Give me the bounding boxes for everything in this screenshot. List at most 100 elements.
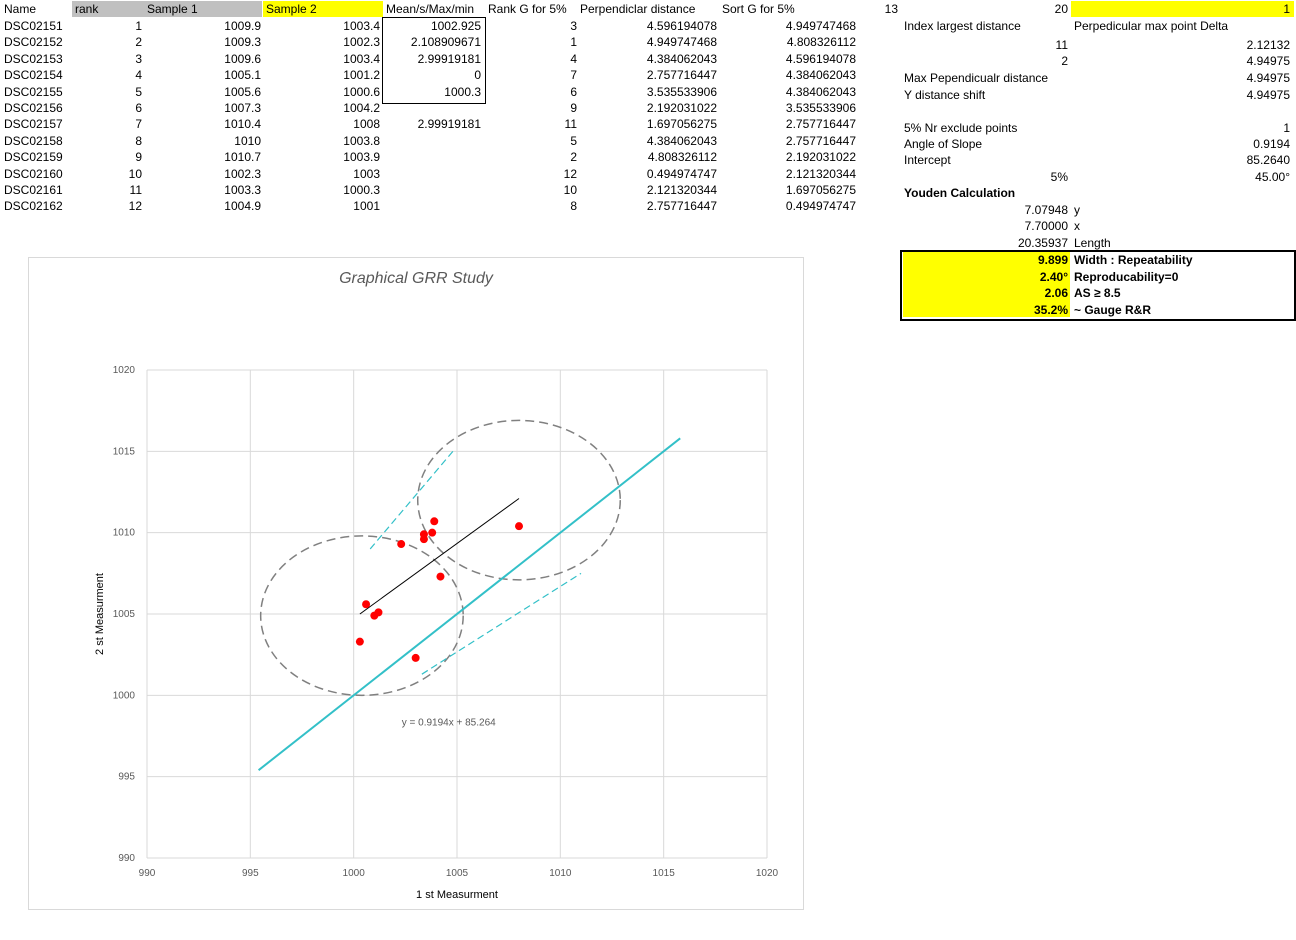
- cell-s2[interactable]: 1003.8: [343, 133, 380, 148]
- cell-mean[interactable]: 0: [474, 68, 481, 83]
- cell-rankg[interactable]: 5: [570, 133, 577, 148]
- grr-chart[interactable]: Graphical GRR Study 990 995 1000 1005 1010 10…: [28, 257, 804, 910]
- cell-rank[interactable]: 3: [135, 51, 142, 66]
- cell-s1[interactable]: 1003.3: [224, 183, 261, 197]
- cell-name[interactable]: DSC02153: [4, 51, 63, 66]
- cell-mean[interactable]: 1002.925: [430, 19, 481, 33]
- cell-name[interactable]: DSC02161: [4, 183, 63, 197]
- cell-s1[interactable]: 1005.6: [224, 84, 261, 99]
- youden-length-label[interactable]: Length: [1074, 236, 1111, 250]
- header-sample1[interactable]: Sample 1: [147, 2, 198, 16]
- cell-mean[interactable]: 1000.3: [444, 84, 481, 99]
- intercept-label[interactable]: Intercept: [904, 153, 951, 167]
- cell-s1[interactable]: 1009.3: [224, 35, 261, 50]
- summary-label[interactable]: Reproducability=0: [1074, 269, 1179, 284]
- cell-s2[interactable]: 1001.2: [343, 68, 380, 83]
- cell-sortg[interactable]: 2.121320344: [785, 166, 856, 181]
- cell-perp[interactable]: 2.192031022: [646, 101, 717, 115]
- cell-perp[interactable]: 4.808326112: [647, 150, 717, 165]
- youden-y-label[interactable]: y: [1074, 203, 1080, 217]
- max-perp-label[interactable]: Max Pependicualr distance: [904, 71, 1049, 85]
- angle-value[interactable]: 0.9194: [1253, 137, 1290, 151]
- cell-perp[interactable]: 1.697056275: [646, 117, 717, 132]
- cell-s2[interactable]: 1000.3: [343, 183, 380, 197]
- perp-value-2[interactable]: 4.94975: [1246, 54, 1290, 68]
- max-perp-value[interactable]: 4.94975: [1246, 71, 1290, 85]
- cell-rank[interactable]: 7: [135, 117, 142, 132]
- summary-value[interactable]: 2.06: [1044, 286, 1068, 300]
- cell-sortg[interactable]: 1.697056275: [785, 183, 856, 197]
- cell-rankg[interactable]: 9: [570, 101, 577, 115]
- header-sample2[interactable]: Sample 2: [266, 2, 317, 16]
- cell-s2[interactable]: 1004.2: [343, 101, 380, 115]
- youden-length-value[interactable]: 20.35937: [1017, 236, 1068, 250]
- pct5-value[interactable]: 5%: [1050, 170, 1068, 184]
- cell-sortg[interactable]: 0.494974747: [785, 199, 856, 214]
- cell-sortg[interactable]: 4.384062043: [785, 84, 856, 99]
- youden-x-label[interactable]: x: [1074, 219, 1080, 233]
- cell-s2[interactable]: 1002.3: [343, 35, 380, 50]
- cell-rank[interactable]: 9: [135, 150, 142, 165]
- cell-name[interactable]: DSC02155: [4, 84, 63, 99]
- cell-sortg[interactable]: 2.192031022: [785, 150, 856, 165]
- cell-rankg[interactable]: 3: [570, 19, 577, 33]
- exclude-value[interactable]: 1: [1283, 121, 1290, 135]
- header-perp[interactable]: Perpendiclar distance: [580, 2, 696, 16]
- cell-rank[interactable]: 4: [135, 68, 142, 83]
- exclude-label[interactable]: 5% Nr exclude points: [904, 121, 1018, 135]
- cell-mean[interactable]: 2.99919181: [417, 117, 481, 132]
- cell-rankg[interactable]: 2: [570, 150, 577, 165]
- cell-sortg[interactable]: 2.757716447: [785, 133, 856, 148]
- cell-name[interactable]: DSC02162: [4, 199, 63, 214]
- index-2[interactable]: 2: [1061, 54, 1068, 68]
- cell-s1[interactable]: 1010: [234, 133, 261, 148]
- cell-sortg[interactable]: 4.808326112: [786, 35, 856, 50]
- cell-mean[interactable]: 2.108909671: [410, 35, 481, 50]
- header-13[interactable]: 13: [884, 2, 898, 16]
- youden-heading[interactable]: Youden Calculation: [904, 186, 1016, 200]
- cell-rankg[interactable]: 10: [563, 183, 577, 197]
- cell-sortg[interactable]: 4.596194078: [785, 51, 856, 66]
- cell-perp[interactable]: 2.121320344: [646, 183, 717, 197]
- header-rank[interactable]: rank: [75, 2, 99, 16]
- index-largest-label[interactable]: Index largest distance: [904, 19, 1021, 33]
- cell-rank[interactable]: 11: [129, 183, 142, 197]
- cell-name[interactable]: DSC02151: [4, 19, 63, 33]
- y-shift-value[interactable]: 4.94975: [1246, 88, 1290, 102]
- cell-rank[interactable]: 8: [135, 133, 142, 148]
- cell-name[interactable]: DSC02159: [4, 150, 63, 165]
- cell-name[interactable]: DSC02152: [4, 35, 63, 50]
- youden-x-value[interactable]: 7.70000: [1024, 219, 1068, 233]
- cell-sortg[interactable]: 2.757716447: [785, 117, 856, 132]
- summary-value[interactable]: 9.899: [1037, 253, 1068, 267]
- header-sortg[interactable]: Sort G for 5%: [722, 2, 795, 16]
- cell-perp[interactable]: 2.757716447: [646, 199, 717, 214]
- perp-max-label[interactable]: Perpedicular max point Delta: [1074, 19, 1229, 33]
- cell-rankg[interactable]: 1: [570, 35, 577, 50]
- summary-value[interactable]: 2.40°: [1039, 269, 1068, 284]
- header-rankg[interactable]: Rank G for 5%: [488, 2, 567, 16]
- cell-s2[interactable]: 1003.4: [343, 19, 380, 33]
- header-name[interactable]: Name: [4, 2, 37, 16]
- cell-rankg[interactable]: 4: [570, 51, 577, 66]
- cell-perp[interactable]: 4.384062043: [646, 133, 717, 148]
- cell-perp[interactable]: 2.757716447: [646, 68, 717, 83]
- cell-rankg[interactable]: 12: [563, 166, 577, 181]
- cell-rank[interactable]: 1: [135, 19, 142, 33]
- cell-s1[interactable]: 1002.3: [224, 166, 261, 181]
- cell-rank[interactable]: 10: [128, 166, 142, 181]
- intercept-value[interactable]: 85.2640: [1246, 153, 1290, 167]
- cell-perp[interactable]: 4.949747468: [646, 35, 717, 50]
- cell-name[interactable]: DSC02154: [4, 68, 63, 83]
- cell-s1[interactable]: 1010.4: [224, 117, 261, 132]
- y-shift-label[interactable]: Y distance shift: [904, 88, 986, 102]
- cell-s2[interactable]: 1003.9: [343, 150, 380, 165]
- cell-s1[interactable]: 1010.7: [224, 150, 261, 165]
- cell-s2[interactable]: 1008: [353, 117, 380, 132]
- cell-s2[interactable]: 1001: [353, 199, 380, 214]
- cell-perp[interactable]: 4.384062043: [646, 51, 717, 66]
- cell-s2[interactable]: 1003.4: [343, 51, 380, 66]
- youden-y-value[interactable]: 7.07948: [1024, 203, 1068, 217]
- angle-label[interactable]: Angle of Slope: [904, 137, 983, 151]
- cell-rank[interactable]: 6: [135, 101, 142, 115]
